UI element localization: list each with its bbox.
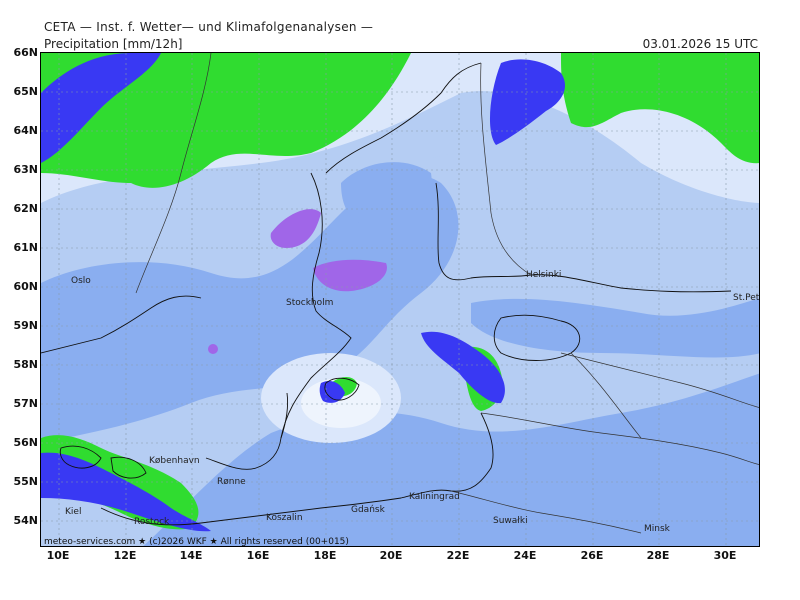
lat-label-60n: 60N [13, 280, 38, 293]
city-markers: Oslo Stockholm Helsinki St.Petersbg Købe… [65, 270, 760, 534]
lon-label-20e: 20E [379, 549, 403, 562]
lat-label-62n: 62N [13, 202, 38, 215]
lon-label-16e: 16E [246, 549, 270, 562]
lat-label-65n: 65N [13, 85, 38, 98]
city-koszalin: Koszalin [266, 513, 303, 523]
lon-label-22e: 22E [446, 549, 470, 562]
city-minsk: Minsk [644, 524, 671, 534]
lat-label-55n: 55N [13, 475, 38, 488]
city-helsinki: Helsinki [526, 270, 561, 280]
graticule [41, 53, 759, 546]
lon-label-10e: 10E [46, 549, 70, 562]
title-bar: Precipitation [mm/12h] 03.01.2026 15 UTC [40, 37, 760, 51]
institute-header: CETA — Inst. f. Wetter— und Klimafolgena… [44, 20, 374, 34]
lon-label-18e: 18E [313, 549, 337, 562]
product-title: Precipitation [mm/12h] [44, 37, 183, 51]
lat-label-64n: 64N [13, 124, 38, 137]
precip-field-deep-blue [41, 53, 566, 532]
copyright-footer: meteo-services.com ★ (c)2026 WKF ★ All r… [44, 537, 349, 547]
lat-label-59n: 59N [13, 319, 38, 332]
lat-label-57n: 57N [13, 397, 38, 410]
city-suwalki: Suwałki [493, 516, 528, 526]
city-rostock: Rostock [134, 517, 170, 527]
lat-label-61n: 61N [13, 241, 38, 254]
precip-field-purple [208, 209, 387, 354]
valid-time: 03.01.2026 15 UTC [642, 37, 758, 51]
city-kiel: Kiel [65, 507, 81, 517]
lat-label-54n: 54N [13, 514, 38, 527]
city-ronne: Rønne [217, 477, 246, 487]
precipitation-map[interactable]: Oslo Stockholm Helsinki St.Petersbg Købe… [40, 52, 760, 547]
coastlines [41, 62, 732, 526]
lat-label-56n: 56N [13, 436, 38, 449]
lat-label-66n: 66N [13, 46, 38, 59]
city-st-petersburg: St.Petersbg [733, 293, 760, 303]
lon-label-28e: 28E [646, 549, 670, 562]
precip-field-blue [41, 162, 759, 546]
lat-label-58n: 58N [13, 358, 38, 371]
lon-label-14e: 14E [179, 549, 203, 562]
lon-label-24e: 24E [513, 549, 537, 562]
lon-label-26e: 26E [580, 549, 604, 562]
lat-label-63n: 63N [13, 163, 38, 176]
city-kaliningrad: Kaliningrad [409, 492, 460, 502]
city-stockholm: Stockholm [286, 298, 333, 308]
city-oslo: Oslo [71, 276, 91, 286]
map-canvas: Oslo Stockholm Helsinki St.Petersbg Købe… [41, 53, 760, 547]
lon-label-30e: 30E [713, 549, 737, 562]
lon-label-12e: 12E [113, 549, 137, 562]
borders [135, 53, 759, 534]
city-gdansk: Gdańsk [351, 505, 386, 515]
city-kobenhavn: København [149, 456, 200, 466]
